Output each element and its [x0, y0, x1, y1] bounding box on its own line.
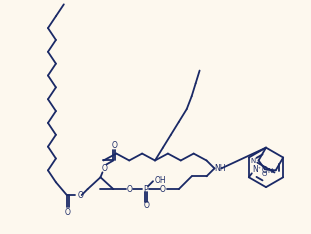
Text: N: N: [252, 165, 258, 174]
Text: ⁻: ⁻: [268, 168, 271, 173]
Text: N: N: [267, 168, 273, 174]
Text: P: P: [143, 185, 147, 194]
Text: N: N: [250, 158, 256, 165]
Text: NH: NH: [215, 164, 226, 173]
Text: O: O: [111, 141, 117, 150]
Text: O: O: [143, 201, 149, 210]
Text: O: O: [261, 171, 267, 177]
Text: OH: OH: [155, 176, 167, 185]
Text: O: O: [101, 164, 107, 173]
Text: O: O: [160, 185, 166, 194]
Text: ⁺: ⁺: [258, 167, 261, 172]
Text: O: O: [126, 185, 132, 194]
Text: O: O: [78, 190, 84, 200]
Text: O: O: [65, 208, 71, 217]
Text: O: O: [262, 166, 267, 175]
